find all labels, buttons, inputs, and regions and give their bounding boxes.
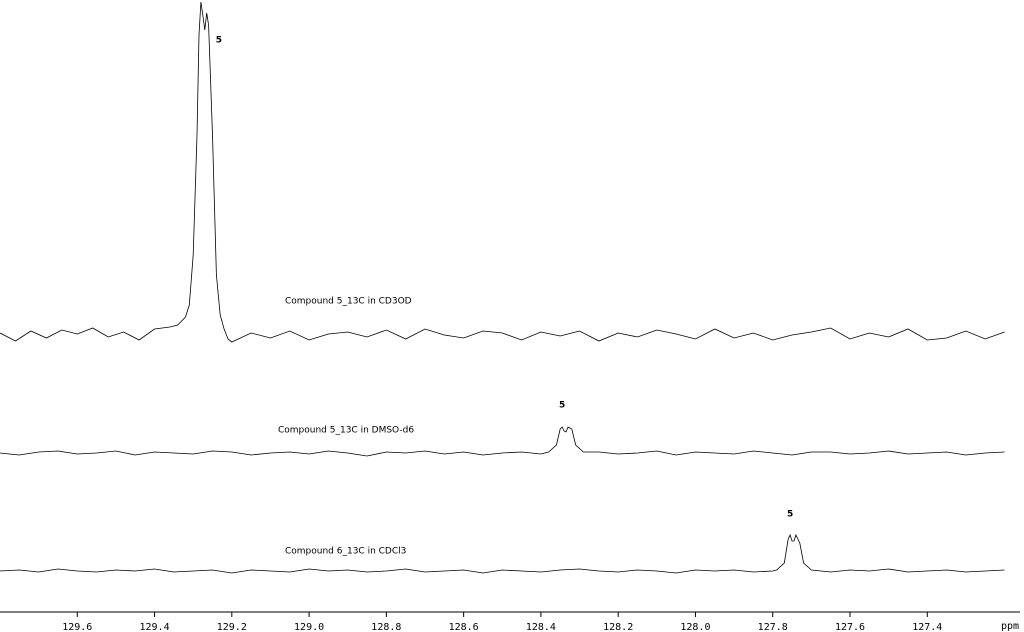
x-tick-label: 129.2 <box>217 622 247 632</box>
series-label: Compound 5_13C in CD3OD <box>285 297 412 307</box>
x-tick-label: 128.8 <box>371 622 401 632</box>
x-tick-label: 127.4 <box>912 622 942 632</box>
spectrum-line <box>0 533 1005 574</box>
x-tick-label: 127.6 <box>835 622 865 632</box>
x-tick-label: 128.6 <box>449 622 479 632</box>
x-tick-label: 128.2 <box>603 622 633 632</box>
x-tick-label: 128.0 <box>680 622 710 632</box>
x-tick-label: 129.4 <box>139 622 169 632</box>
series-label: Compound 5_13C in DMSO-d6 <box>278 426 414 436</box>
x-tick-label: 128.4 <box>526 622 556 632</box>
x-axis-label: ppm <box>1001 621 1019 632</box>
x-tick-label: 127.8 <box>758 622 788 632</box>
peak-label: 5 <box>787 510 793 520</box>
peak-label: 5 <box>559 401 565 411</box>
series-label: Compound 6_13C in CDCl3 <box>285 547 406 557</box>
x-tick-label: 129.0 <box>294 622 324 632</box>
x-tick-label: 129.6 <box>62 622 92 632</box>
spectrum-line <box>0 1 1005 343</box>
peak-label: 5 <box>216 36 222 46</box>
spectrum-line <box>0 426 1005 457</box>
